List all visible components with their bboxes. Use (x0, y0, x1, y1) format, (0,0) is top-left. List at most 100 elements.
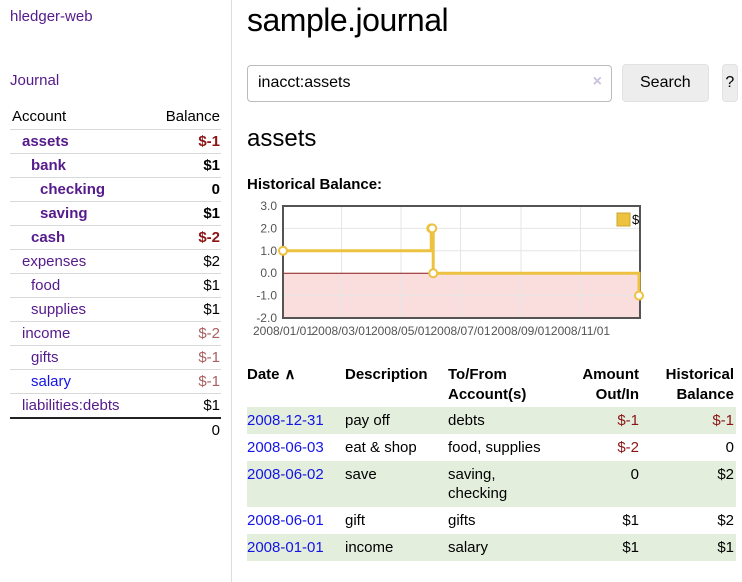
account-row: supplies $1 (10, 297, 221, 322)
register-header-date[interactable]: Date ∧ (247, 366, 296, 383)
account-balance: 0 (148, 177, 221, 202)
account-balance: $-2 (148, 321, 221, 346)
transaction-amount: 0 (630, 466, 639, 483)
account-balance: $1 (148, 201, 221, 226)
transaction-balance: $1 (717, 539, 734, 556)
account-link-supplies[interactable]: supplies (31, 301, 87, 318)
svg-text:2008/01/01: 2008/01/01 (253, 324, 313, 338)
transaction-accounts: gifts (448, 512, 476, 529)
account-row: food $1 (10, 273, 221, 298)
accounts-table: Account Balance assets $-1 bank $1 check… (10, 106, 221, 442)
transaction-balance: $-1 (712, 412, 734, 429)
chart-title: Historical Balance: (247, 176, 383, 193)
account-link-saving[interactable]: saving (40, 205, 88, 222)
transaction-date-link[interactable]: 2008-06-03 (247, 439, 324, 456)
account-link-assets[interactable]: assets (22, 133, 69, 150)
transaction-accounts: food, supplies (448, 439, 541, 456)
transaction-balance: $2 (717, 512, 734, 529)
accounts-total: 0 (148, 417, 221, 442)
account-link-food[interactable]: food (31, 277, 61, 294)
account-row: income $-2 (10, 321, 221, 346)
transaction-amount: $-1 (617, 412, 639, 429)
account-balance: $-1 (148, 345, 221, 370)
account-row: saving $1 (10, 201, 221, 226)
transaction-date-link[interactable]: 2008-06-01 (247, 512, 324, 529)
transaction-balance: $2 (717, 466, 734, 483)
account-row: expenses $2 (10, 249, 221, 274)
account-row: salary $-1 (10, 369, 221, 394)
svg-text:2008/11/01: 2008/11/01 (551, 324, 610, 338)
account-heading: assets (247, 125, 317, 152)
transaction-description: income (345, 539, 394, 556)
transaction-description: gift (345, 512, 366, 529)
svg-text:2008/05/01: 2008/05/01 (371, 324, 431, 338)
register-header-historical: Historical Balance (665, 366, 734, 403)
account-balance: $1 (148, 393, 221, 418)
account-balance: $1 (148, 297, 221, 322)
svg-text:$: $ (632, 212, 640, 227)
transaction-description: save (345, 466, 377, 483)
account-link-liabilities-debts[interactable]: liabilities:debts (22, 397, 120, 414)
account-balance: $2 (148, 249, 221, 274)
app-title-link[interactable]: hledger-web (10, 8, 93, 25)
svg-text:2008/07/01: 2008/07/01 (430, 324, 490, 338)
accounts-header-row: Account Balance (10, 106, 221, 130)
account-link-salary[interactable]: salary (31, 373, 72, 390)
account-row: assets $-1 (10, 129, 221, 154)
register-table: Date ∧ Description To/From Account(s) Amo… (247, 363, 736, 561)
account-row: liabilities:debts $1 (10, 393, 221, 418)
page-title: sample.journal (247, 2, 449, 38)
register-header-description: Description (345, 366, 428, 383)
register-row: 2008-12-31 pay off debts $-1 $-1 (247, 407, 736, 434)
account-link-expenses[interactable]: expenses (22, 253, 87, 270)
sidebar-item-journal[interactable]: Journal (10, 72, 60, 89)
account-balance: $-1 (148, 369, 221, 394)
account-link-income[interactable]: income (22, 325, 71, 342)
svg-text:-2.0: -2.0 (256, 311, 277, 325)
transaction-accounts: debts (448, 412, 485, 429)
transaction-description: eat & shop (345, 439, 417, 456)
transaction-amount: $-2 (617, 439, 639, 456)
search-button[interactable]: Search (622, 64, 709, 102)
svg-text:2008/03/01: 2008/03/01 (311, 324, 371, 338)
account-link-gifts[interactable]: gifts (31, 349, 59, 366)
account-balance: $-1 (148, 129, 221, 154)
register-row: 2008-01-01 income salary $1 $1 (247, 534, 736, 561)
transaction-description: pay off (345, 412, 390, 429)
register-header-row: Date ∧ Description To/From Account(s) Amo… (247, 363, 736, 407)
svg-text:-1.0: -1.0 (256, 289, 277, 303)
transaction-balance: 0 (725, 439, 734, 456)
register-header-accounts: To/From Account(s) (448, 366, 527, 403)
help-button[interactable]: ? (721, 64, 738, 102)
register-row: 2008-06-03 eat & shop food, supplies $-2… (247, 434, 736, 461)
transaction-date-link[interactable]: 2008-06-02 (247, 466, 324, 483)
account-row: bank $1 (10, 153, 221, 178)
svg-text:2.0: 2.0 (260, 221, 277, 235)
account-link-bank[interactable]: bank (31, 157, 67, 174)
register-row: 2008-06-01 gift gifts $1 $2 (247, 507, 736, 534)
svg-text:2008/09/01: 2008/09/01 (491, 324, 551, 338)
search-input[interactable] (247, 64, 612, 102)
transaction-date-link[interactable]: 2008-12-31 (247, 412, 324, 429)
main-panel: sample.journal × Search ? assets Histori… (233, 0, 742, 561)
sort-ascending-icon: ∧ (284, 366, 296, 383)
account-row: gifts $-1 (10, 345, 221, 370)
accounts-header-balance: Balance (165, 108, 220, 125)
account-row: cash $-2 (10, 225, 221, 250)
account-row: checking 0 (10, 177, 221, 202)
register-header-amount: Amount Out/In (582, 366, 639, 403)
account-link-cash[interactable]: cash (31, 229, 66, 246)
accounts-header-account: Account (12, 108, 67, 125)
search-form: × Search ? (247, 64, 738, 102)
chart-container: 2008/01/01 2008/03/01 2008/05/01 2008/07/01… (247, 199, 738, 347)
register-row: 2008-06-02 save saving, checking 0 $2 (247, 461, 736, 507)
transaction-amount: $1 (622, 539, 639, 556)
transaction-date-link[interactable]: 2008-01-01 (247, 539, 324, 556)
svg-text:0.0: 0.0 (260, 266, 277, 280)
clear-search-icon[interactable]: × (592, 72, 602, 90)
svg-text:1.0: 1.0 (260, 244, 277, 258)
account-link-checking[interactable]: checking (40, 181, 106, 198)
account-balance: $-2 (148, 225, 221, 250)
account-balance: $1 (148, 153, 221, 178)
